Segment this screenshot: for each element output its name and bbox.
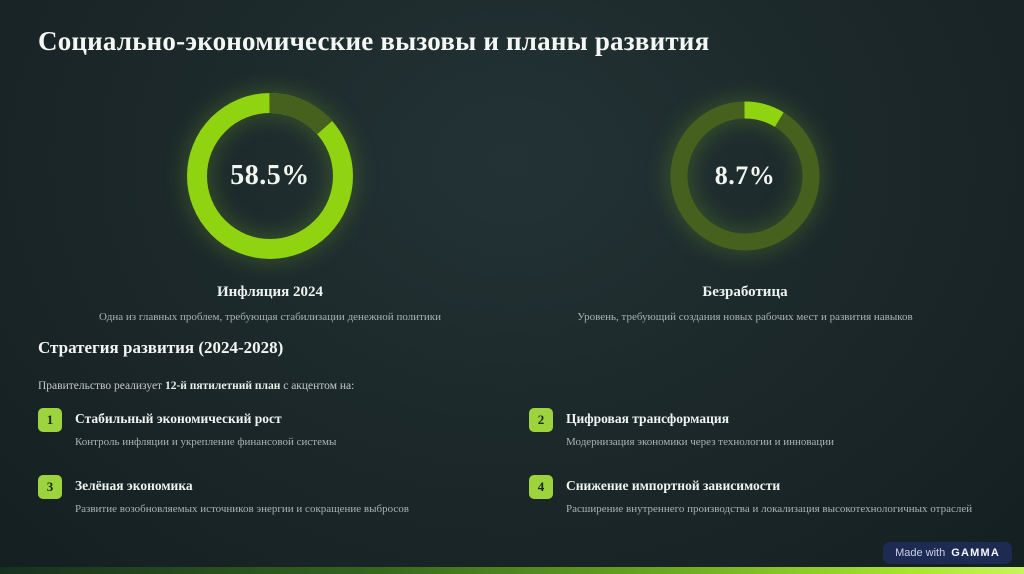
strategy-intro-bold: 12-й пятилетний план (164, 380, 281, 392)
item-title: Стабильный экономический рост (75, 411, 282, 426)
strategy-items-grid: 1 Стабильный экономический рост Контроль… (38, 408, 988, 517)
strategy-intro: Правительство реализует 12-й пятилетний … (38, 380, 354, 392)
strategy-intro-suffix: с акцентом на: (280, 380, 355, 392)
item-description: Расширение внутреннего производства и ло… (566, 502, 973, 515)
made-with-label: Made with (895, 547, 946, 559)
unemployment-donut-area: 8.7% (515, 84, 975, 268)
item-number-badge: 2 (529, 408, 553, 432)
unemployment-description: Уровень, требующий создания новых рабочи… (577, 311, 913, 323)
inflation-donut-area: 58.5% (40, 84, 500, 268)
unemployment-value: 8.7% (714, 161, 776, 190)
strategy-item-4: 4 Снижение импортной зависимости Расшире… (529, 474, 988, 518)
item-number-badge: 4 (529, 474, 553, 499)
inflation-chart-block: 58.5% Инфляция 2024 Одна из главных проб… (40, 84, 500, 323)
inflation-donut-chart (187, 93, 353, 259)
item-title: Снижение импортной зависимости (566, 477, 781, 493)
unemployment-title: Безработица (702, 284, 788, 300)
inflation-donut: 58.5% (181, 87, 359, 265)
strategy-intro-prefix: Правительство реализует (38, 380, 165, 392)
made-with-gamma-badge[interactable]: Made with GAMMA (883, 542, 1012, 564)
item-text: Снижение импортной зависимости Расширени… (566, 475, 972, 518)
strategy-item-1: 1 Стабильный экономический рост Контроль… (38, 408, 497, 451)
item-text: Цифровая трансформация Модернизация экон… (566, 408, 834, 451)
item-number-badge: 1 (38, 408, 62, 432)
bottom-accent-bar (0, 567, 1024, 574)
gamma-brand-label: GAMMA (951, 547, 1000, 559)
unemployment-donut: 8.7% (665, 96, 825, 256)
item-description: Развитие возобновляемых источников энерг… (75, 502, 409, 515)
item-description: Контроль инфляции и укрепление финансово… (75, 436, 337, 448)
unemployment-donut-chart (670, 101, 820, 251)
item-description: Модернизация экономики через технологии … (566, 436, 834, 448)
item-number-badge: 3 (38, 474, 62, 499)
item-title: Цифровая трансформация (566, 411, 730, 426)
slide-title: Социально-экономические вызовы и планы р… (38, 26, 710, 56)
item-text: Зелёная экономика Развитие возобновляемы… (75, 475, 409, 518)
inflation-title: Инфляция 2024 (217, 284, 323, 300)
inflation-value: 58.5% (230, 160, 310, 191)
item-text: Стабильный экономический рост Контроль и… (75, 408, 336, 451)
inflation-description: Одна из главных проблем, требующая стаби… (99, 311, 441, 323)
strategy-heading: Стратегия развития (2024-2028) (38, 338, 284, 357)
item-title: Зелёная экономика (75, 477, 193, 493)
strategy-item-3: 3 Зелёная экономика Развитие возобновляе… (38, 474, 497, 518)
strategy-item-2: 2 Цифровая трансформация Модернизация эк… (529, 408, 988, 451)
unemployment-chart-block: 8.7% Безработица Уровень, требующий созд… (515, 84, 975, 323)
